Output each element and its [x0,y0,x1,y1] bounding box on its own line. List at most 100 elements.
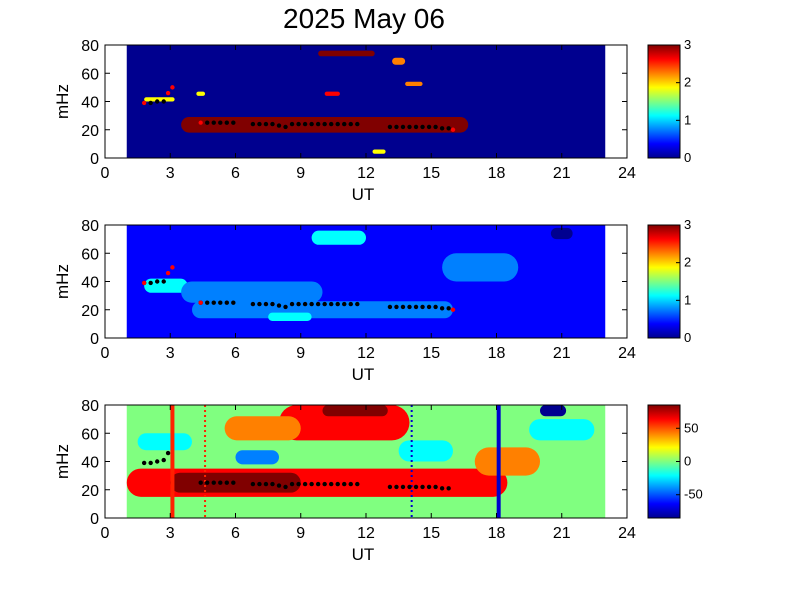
y-axis-label: mHz [53,444,72,479]
spectral-blob [540,405,567,417]
y-tick-label: 20 [81,483,99,500]
x-tick-label: 18 [488,165,506,182]
peak-point [161,457,166,463]
peak-point [322,301,327,307]
peak-point [413,304,419,310]
peak-point [355,301,360,307]
peak-point [335,121,340,127]
peak-point [211,120,216,125]
peak-point [283,484,288,490]
peak-point [218,480,223,485]
peak-point [433,304,438,310]
spectral-blob [322,405,388,417]
x-tick-label: 9 [296,345,305,362]
spectral-blob [196,91,206,96]
spectral-blob [137,433,192,451]
peak-point [211,480,216,485]
peak-point [315,121,321,127]
colorbar-tick-label: 50 [684,420,698,435]
colorbar-gradient [648,405,680,518]
x-tick-label: 15 [422,345,440,362]
peak-point [446,126,451,131]
figure-title: 2025 May 06 [283,3,445,34]
x-tick-label: 6 [231,345,240,362]
peak-point [309,301,314,307]
colorbar-frame [647,44,681,159]
x-tick-label: 9 [296,525,305,542]
peak-point [231,300,236,305]
peak-point [315,301,321,307]
peak-point [231,120,236,125]
peak-point-red [198,300,203,305]
peak-point-red [170,265,175,270]
colorbar-tick-label: 3 [684,217,691,232]
peak-point-red [198,120,203,125]
colorbar-tick-label: 0 [684,454,691,469]
y-tick-label: 20 [81,123,99,140]
x-tick-label: 18 [488,525,506,542]
x-tick-label: 12 [357,345,375,362]
peak-point [250,481,256,487]
y-tick-label: 0 [90,331,99,348]
y-axis-label: mHz [53,84,72,119]
peak-point [446,486,451,491]
y-tick-label: 40 [81,95,99,112]
peak-point [296,121,301,127]
peak-point [426,304,432,310]
spectral-blob [398,440,453,462]
x-axis-label: UT [352,545,375,564]
peak-point [342,121,347,127]
peak-point [289,481,295,487]
x-tick-label: 0 [101,525,110,542]
peak-point [355,481,360,487]
spectral-blob [224,416,301,441]
peak-point [211,300,216,305]
peak-point [394,304,399,310]
peak-point [296,301,301,307]
peak-point [224,120,229,125]
peak-point [161,279,166,284]
peak-point [205,480,210,485]
peak-point [276,303,282,308]
peak-point [342,481,347,487]
y-tick-label: 60 [81,246,99,263]
x-tick-label: 24 [618,165,636,182]
peak-point [270,121,275,127]
spectral-blob [392,57,406,65]
peak-point [400,304,406,310]
peak-point [270,481,275,487]
peak-point [250,301,256,307]
peak-point [302,301,308,307]
peak-point [302,121,308,127]
colorbar-gradient [648,225,680,338]
spectral-blob [372,149,386,154]
peak-point [439,486,445,491]
peak-point [283,304,288,310]
spectrogram-background [126,45,606,158]
spectral-blob [550,227,573,240]
spectral-blob [235,450,279,465]
colorbar-tick-label: -50 [684,487,703,502]
y-tick-label: 60 [81,66,99,83]
peak-point [348,121,353,127]
peak-point [342,301,347,307]
peak-point [257,481,262,487]
peak-point [205,120,210,125]
colorbar-tick-label: 1 [684,292,691,307]
peak-point [263,121,269,127]
peak-point [322,481,327,487]
peak-point [205,300,210,305]
peak-point [407,484,412,490]
peak-point [296,481,301,487]
peak-point [148,460,153,466]
peak-point [335,481,340,487]
peak-point [387,304,393,310]
peak-point-red [170,85,175,90]
peak-point-red [165,90,171,96]
x-tick-label: 0 [101,165,110,182]
peak-point [387,124,393,130]
spectral-blob [529,419,595,441]
peak-point [400,484,406,490]
x-tick-label: 21 [553,165,571,182]
